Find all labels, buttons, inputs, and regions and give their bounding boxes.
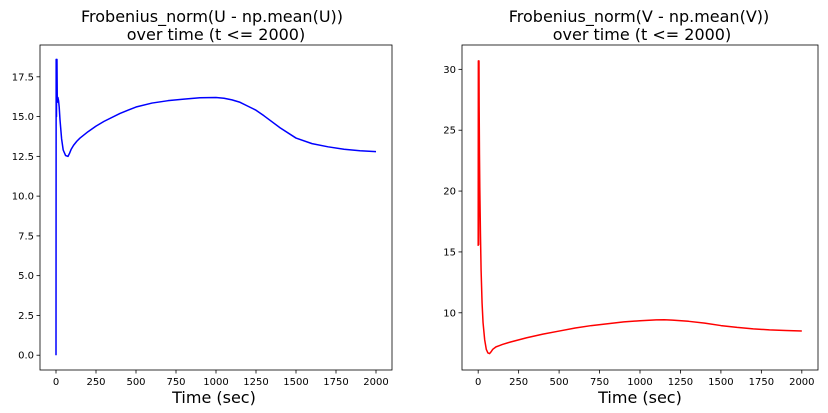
chart-right: Frobenius_norm(V - np.mean(V)) over time… xyxy=(443,7,819,407)
chart-right-x-tick-label: 2000 xyxy=(789,377,814,388)
chart-left-x-tick-label: 250 xyxy=(86,377,105,388)
chart-right-y-tick-label: 15 xyxy=(443,247,456,258)
chart-left-y-tick-label: 7.5 xyxy=(18,231,34,242)
chart-left-y-tick-label: 12.5 xyxy=(12,152,34,163)
chart-right-y-tick-label: 20 xyxy=(443,187,456,198)
chart-left-series-line xyxy=(55,58,377,356)
chart-right-x-tick-label: 0 xyxy=(475,377,481,388)
chart-left-x-tick-label: 500 xyxy=(126,377,145,388)
chart-left-x-tick-label: 750 xyxy=(166,377,185,388)
chart-left-y-tick-label: 15.0 xyxy=(12,112,34,123)
chart-right-x-tick-label: 250 xyxy=(509,377,528,388)
chart-left-x-tick-label: 1500 xyxy=(283,377,308,388)
chart-right-x-tick-label: 1000 xyxy=(627,377,652,388)
chart-left-x-tick-label: 0 xyxy=(53,377,59,388)
chart-right-series-line xyxy=(477,60,802,355)
chart-left-y-tick-label: 5.0 xyxy=(18,271,34,282)
chart-right-title-line1: Frobenius_norm(V - np.mean(V)) xyxy=(509,7,770,27)
chart-left-x-tick-label: 1250 xyxy=(243,377,268,388)
chart-left-x-tick-label: 1000 xyxy=(203,377,228,388)
chart-left-title-line2: over time (t <= 2000) xyxy=(127,25,305,44)
chart-right-x-tick-label: 1250 xyxy=(668,377,693,388)
chart-left-y-tick-label: 0.0 xyxy=(18,351,34,362)
chart-left-y-tick-label: 2.5 xyxy=(18,311,34,322)
chart-left-ticks: 0 250 500 750 1000 1250 1500 1750 2000 0.0 2.5 5.0 7… xyxy=(12,72,389,388)
chart-right-y-tick-label: 10 xyxy=(443,308,456,319)
chart-left: Frobenius_norm(U - np.mean(U)) over time… xyxy=(12,7,393,407)
chart-left-x-axis-label: Time (sec) xyxy=(171,388,256,407)
chart-right-y-tick-label: 30 xyxy=(443,65,456,76)
chart-right-x-tick-label: 500 xyxy=(550,377,569,388)
chart-right-x-tick-label: 750 xyxy=(590,377,609,388)
chart-right-x-axis-label: Time (sec) xyxy=(597,388,682,407)
chart-right-ticks: 0 250 500 750 1000 1250 1500 1750 2000 10 15 20 25 30 xyxy=(443,65,814,388)
chart-left-plot-area xyxy=(39,44,393,371)
chart-right-y-tick-label: 25 xyxy=(443,126,456,137)
chart-left-y-tick-label: 17.5 xyxy=(12,72,34,83)
chart-right-plot-area xyxy=(461,44,819,371)
chart-right-x-tick-label: 1500 xyxy=(708,377,733,388)
chart-right-x-tick-label: 1750 xyxy=(749,377,774,388)
chart-left-y-tick-label: 10.0 xyxy=(12,192,34,203)
chart-right-title-line2: over time (t <= 2000) xyxy=(553,25,731,44)
chart-left-x-tick-label: 2000 xyxy=(363,377,388,388)
chart-left-x-tick-label: 1750 xyxy=(323,377,348,388)
chart-left-title-line1: Frobenius_norm(U - np.mean(U)) xyxy=(81,7,343,27)
